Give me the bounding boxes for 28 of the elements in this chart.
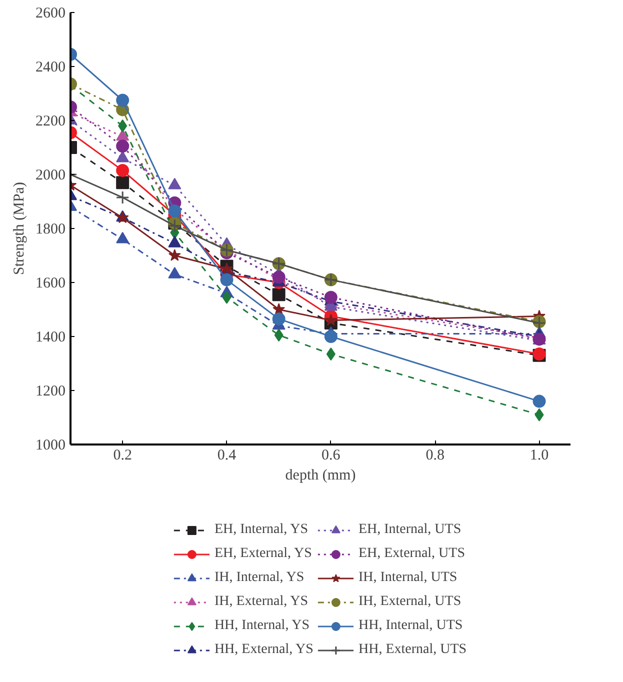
y-tick-label: 2400 bbox=[36, 60, 66, 76]
x-tick-label: 0.2 bbox=[113, 448, 132, 464]
legend-label: IH, External, UTS bbox=[358, 593, 462, 611]
y-tick-label: 1200 bbox=[36, 384, 66, 400]
legend-label: EH, External, UTS bbox=[358, 545, 465, 563]
legend-label: HH, External, UTS bbox=[358, 641, 467, 659]
x-tick-label: 0.6 bbox=[322, 448, 341, 464]
y-tick-label: 1000 bbox=[36, 438, 66, 454]
x-axis-title: depth (mm) bbox=[285, 468, 356, 484]
y-tick-label: 2600 bbox=[36, 6, 66, 22]
legend-label: EH, External, YS bbox=[214, 545, 312, 563]
legend-label: HH, External, YS bbox=[214, 641, 314, 659]
legend-label: EH, Internal, UTS bbox=[358, 521, 462, 539]
x-tick-label: 0.8 bbox=[426, 448, 444, 464]
legend-label: IH, Internal, UTS bbox=[358, 569, 458, 587]
y-tick-label: 2200 bbox=[36, 114, 66, 130]
y-tick-label: 1600 bbox=[36, 276, 66, 292]
y-tick-label: 1400 bbox=[36, 330, 66, 346]
legend-label: EH, Internal, YS bbox=[214, 521, 308, 539]
legend-label: HH, Internal, UTS bbox=[358, 617, 463, 635]
legend-label: IH, Internal, YS bbox=[214, 569, 304, 587]
legend-label: HH, Internal, YS bbox=[214, 617, 310, 635]
x-tick-label: 0.4 bbox=[217, 448, 237, 464]
y-tick-label: 1800 bbox=[36, 222, 66, 238]
x-tick-label: 1.0 bbox=[530, 448, 549, 464]
y-axis-title: Strength (MPa) bbox=[12, 182, 28, 275]
y-tick-label: 2000 bbox=[36, 168, 66, 184]
legend-label: IH, External, YS bbox=[214, 593, 308, 611]
